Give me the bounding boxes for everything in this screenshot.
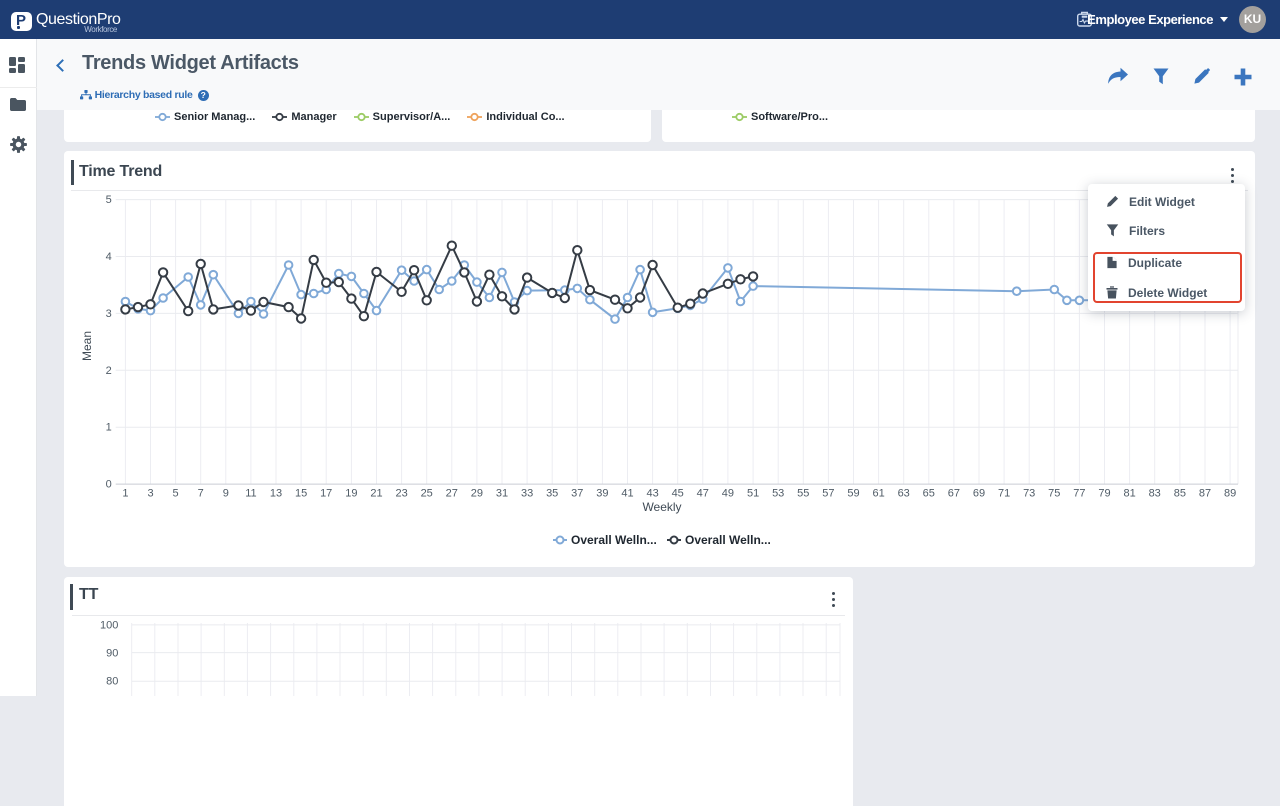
svg-text:85: 85 — [1174, 488, 1186, 500]
svg-text:35: 35 — [546, 488, 558, 500]
svg-text:9: 9 — [223, 488, 229, 500]
svg-text:4: 4 — [106, 251, 112, 263]
svg-text:87: 87 — [1199, 488, 1211, 500]
svg-text:2: 2 — [106, 365, 112, 377]
svg-text:21: 21 — [370, 488, 382, 500]
svg-text:31: 31 — [496, 488, 508, 500]
svg-text:71: 71 — [998, 488, 1010, 500]
svg-text:57: 57 — [822, 488, 834, 500]
svg-text:Overall Welln...: Overall Welln... — [685, 533, 771, 547]
svg-text:55: 55 — [797, 488, 809, 500]
svg-text:80: 80 — [106, 676, 118, 688]
svg-text:69: 69 — [973, 488, 985, 500]
svg-text:59: 59 — [847, 488, 859, 500]
svg-text:49: 49 — [722, 488, 734, 500]
svg-text:15: 15 — [295, 488, 307, 500]
svg-text:25: 25 — [421, 488, 433, 500]
svg-text:5: 5 — [106, 194, 112, 206]
svg-text:1: 1 — [122, 488, 128, 500]
svg-text:29: 29 — [471, 488, 483, 500]
svg-text:81: 81 — [1123, 488, 1135, 500]
svg-text:90: 90 — [106, 648, 118, 660]
svg-text:77: 77 — [1073, 488, 1085, 500]
svg-text:61: 61 — [872, 488, 884, 500]
svg-text:5: 5 — [173, 488, 179, 500]
svg-text:Weekly: Weekly — [642, 500, 681, 514]
svg-text:45: 45 — [672, 488, 684, 500]
svg-text:13: 13 — [270, 488, 282, 500]
svg-text:17: 17 — [320, 488, 332, 500]
svg-text:43: 43 — [646, 488, 658, 500]
svg-text:1: 1 — [106, 422, 112, 434]
svg-text:23: 23 — [395, 488, 407, 500]
svg-text:75: 75 — [1048, 488, 1060, 500]
svg-text:39: 39 — [596, 488, 608, 500]
svg-text:41: 41 — [621, 488, 633, 500]
svg-text:73: 73 — [1023, 488, 1035, 500]
svg-text:Mean: Mean — [80, 331, 94, 361]
svg-text:3: 3 — [106, 308, 112, 320]
svg-text:19: 19 — [345, 488, 357, 500]
svg-text:3: 3 — [147, 488, 153, 500]
svg-text:37: 37 — [571, 488, 583, 500]
svg-text:67: 67 — [948, 488, 960, 500]
svg-text:100: 100 — [100, 620, 118, 632]
svg-text:47: 47 — [697, 488, 709, 500]
svg-text:33: 33 — [521, 488, 533, 500]
svg-text:53: 53 — [772, 488, 784, 500]
svg-text:51: 51 — [747, 488, 759, 500]
svg-text:0: 0 — [106, 479, 112, 491]
svg-text:63: 63 — [898, 488, 910, 500]
svg-text:7: 7 — [198, 488, 204, 500]
svg-text:65: 65 — [923, 488, 935, 500]
svg-text:Overall Welln...: Overall Welln... — [571, 533, 657, 547]
svg-text:11: 11 — [245, 488, 256, 500]
svg-text:79: 79 — [1098, 488, 1110, 500]
svg-text:27: 27 — [446, 488, 458, 500]
svg-text:83: 83 — [1149, 488, 1161, 500]
svg-text:89: 89 — [1224, 488, 1236, 500]
